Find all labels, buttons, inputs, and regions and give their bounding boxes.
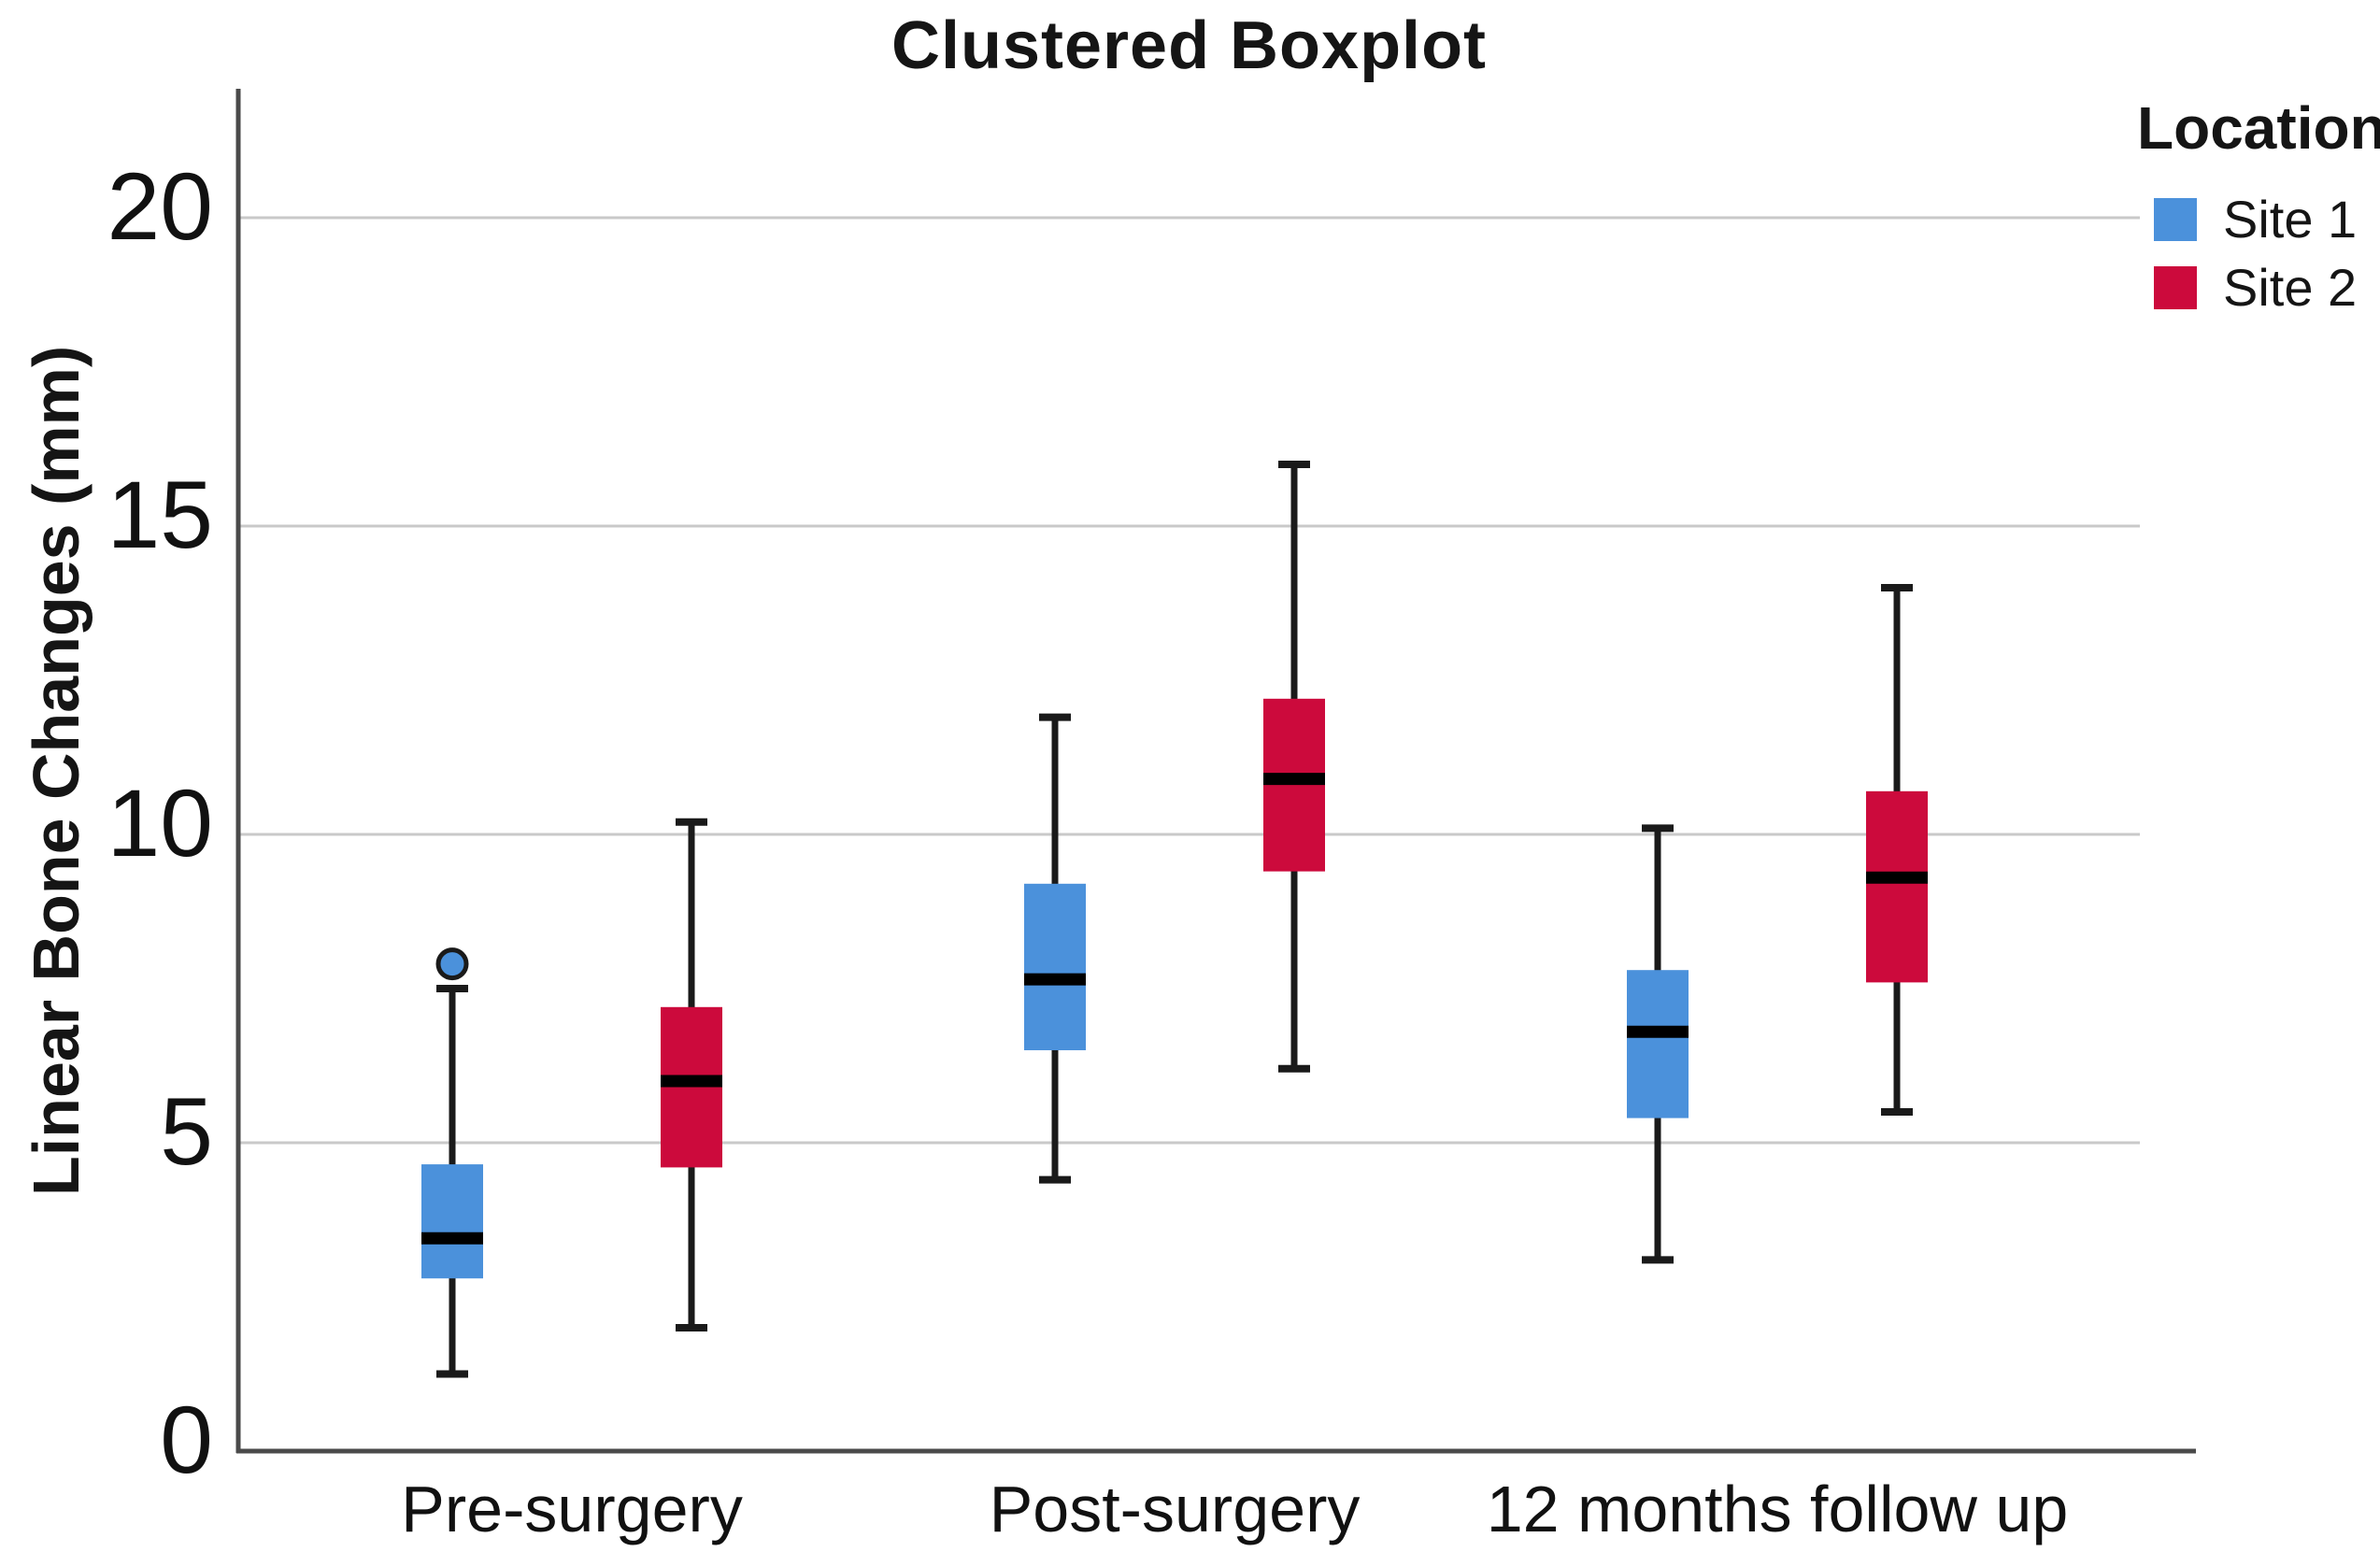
site-1-color-swatch [2154,197,2197,241]
x-category-label: Pre-surgery [401,1473,743,1545]
outlier-point [435,947,469,981]
legend-item-site-1: Site 1 [2154,189,2380,249]
box-site-2 [1866,790,1928,983]
x-category-label: 12 months follow up [1486,1473,2069,1545]
y-tick-label: 20 [107,153,213,260]
box-site-2 [661,1006,722,1168]
legend-item-site-2: Site 2 [2154,257,2380,318]
box-site-1 [1024,883,1086,1050]
chart-title: Clustered Boxplot [891,8,1488,83]
y-tick-label: 5 [160,1078,213,1185]
y-tick-label: 10 [107,770,213,876]
legend-item-label: Site 1 [2223,190,2358,249]
box-site-2 [1263,698,1325,872]
y-tick-label: 15 [107,462,213,568]
legend: Location Site 1 Site 2 [2137,93,2380,325]
y-tick-label: 0 [160,1387,213,1493]
legend-item-label: Site 2 [2223,258,2358,317]
site-2-color-swatch [2154,265,2197,309]
box-site-1 [421,1164,483,1279]
x-category-label: Post-surgery [989,1473,1361,1545]
box-site-1 [1627,970,1689,1118]
legend-title: Location [2137,94,2380,162]
